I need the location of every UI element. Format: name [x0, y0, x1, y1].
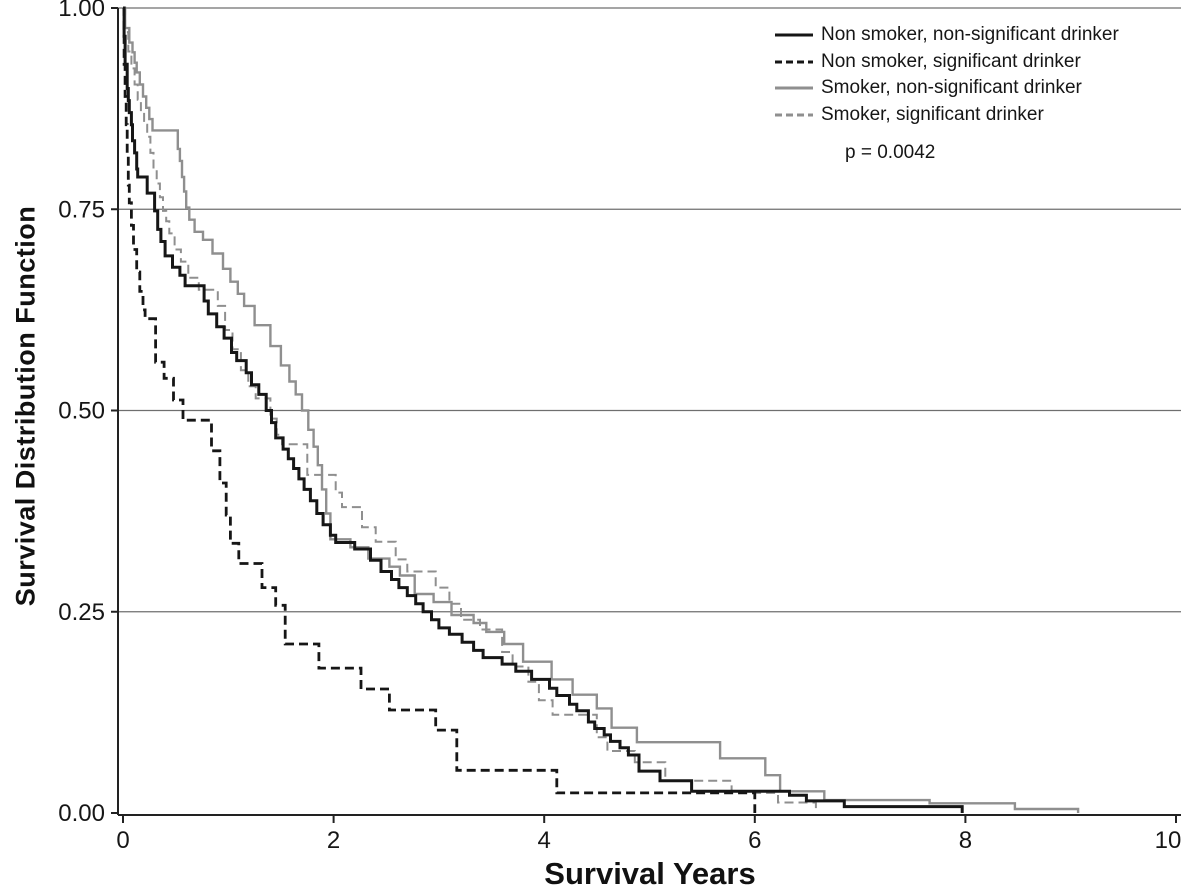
series-non-smoker-non-significant-drinker: [122, 6, 964, 813]
series-smoker-non-significant-drinker: [123, 6, 1080, 813]
series-group: [122, 6, 1080, 813]
x-tick-label-4: 4: [538, 827, 551, 854]
legend-item-smoker-significant-drinker: Smoker, significant drinker: [775, 102, 1119, 129]
legend: Non smoker, non-significant drinker Non s…: [775, 22, 1119, 128]
y-tick-label-0.5: 0.50: [58, 398, 105, 425]
legend-item-non-smoker-significant-drinker: Non smoker, significant drinker: [775, 49, 1119, 76]
x-tick-label-2: 2: [327, 827, 340, 854]
y-tick-label-0.25: 0.25: [58, 599, 105, 626]
y-axis-title: Survival Distribution Function: [10, 205, 41, 607]
legend-line-sample-black-solid: [775, 33, 813, 37]
y-tick-label-1: 1.00: [58, 0, 105, 22]
y-tick-label-0: 0.00: [58, 800, 105, 827]
legend-label: Non smoker, non-significant drinker: [821, 24, 1119, 46]
legend-line-sample-gray-solid: [775, 86, 813, 90]
x-tick-label-0: 0: [116, 827, 129, 854]
p-value-label: p = 0.0042: [845, 142, 936, 163]
series-non-smoker-significant-drinker: [122, 6, 757, 813]
legend-label: Smoker, significant drinker: [821, 103, 1044, 125]
x-axis-title: Survival Years: [544, 856, 756, 891]
legend-line-sample-black-dashed: [775, 60, 813, 64]
y-tick-label-0.75: 0.75: [58, 196, 105, 223]
legend-item-smoker-non-significant-drinker: Smoker, non-significant drinker: [775, 75, 1119, 102]
legend-item-non-smoker-non-significant-drinker: Non smoker, non-significant drinker: [775, 22, 1119, 49]
x-tick-label-10: 10: [1155, 827, 1181, 854]
x-tick-label-8: 8: [959, 827, 972, 854]
x-tick-label-6: 6: [748, 827, 761, 854]
axes: [117, 8, 1181, 816]
x-axis-ticks: 0 2 4 6 8 10: [116, 815, 1181, 854]
legend-line-sample-gray-dashed: [775, 113, 813, 117]
y-axis-ticks: 0.00 0.25 0.50 0.75 1.00: [58, 0, 118, 827]
legend-label: Non smoker, significant drinker: [821, 50, 1081, 72]
series-smoker-significant-drinker: [123, 7, 817, 813]
gridlines: [118, 7, 1181, 613]
legend-label: Smoker, non-significant drinker: [821, 77, 1082, 99]
